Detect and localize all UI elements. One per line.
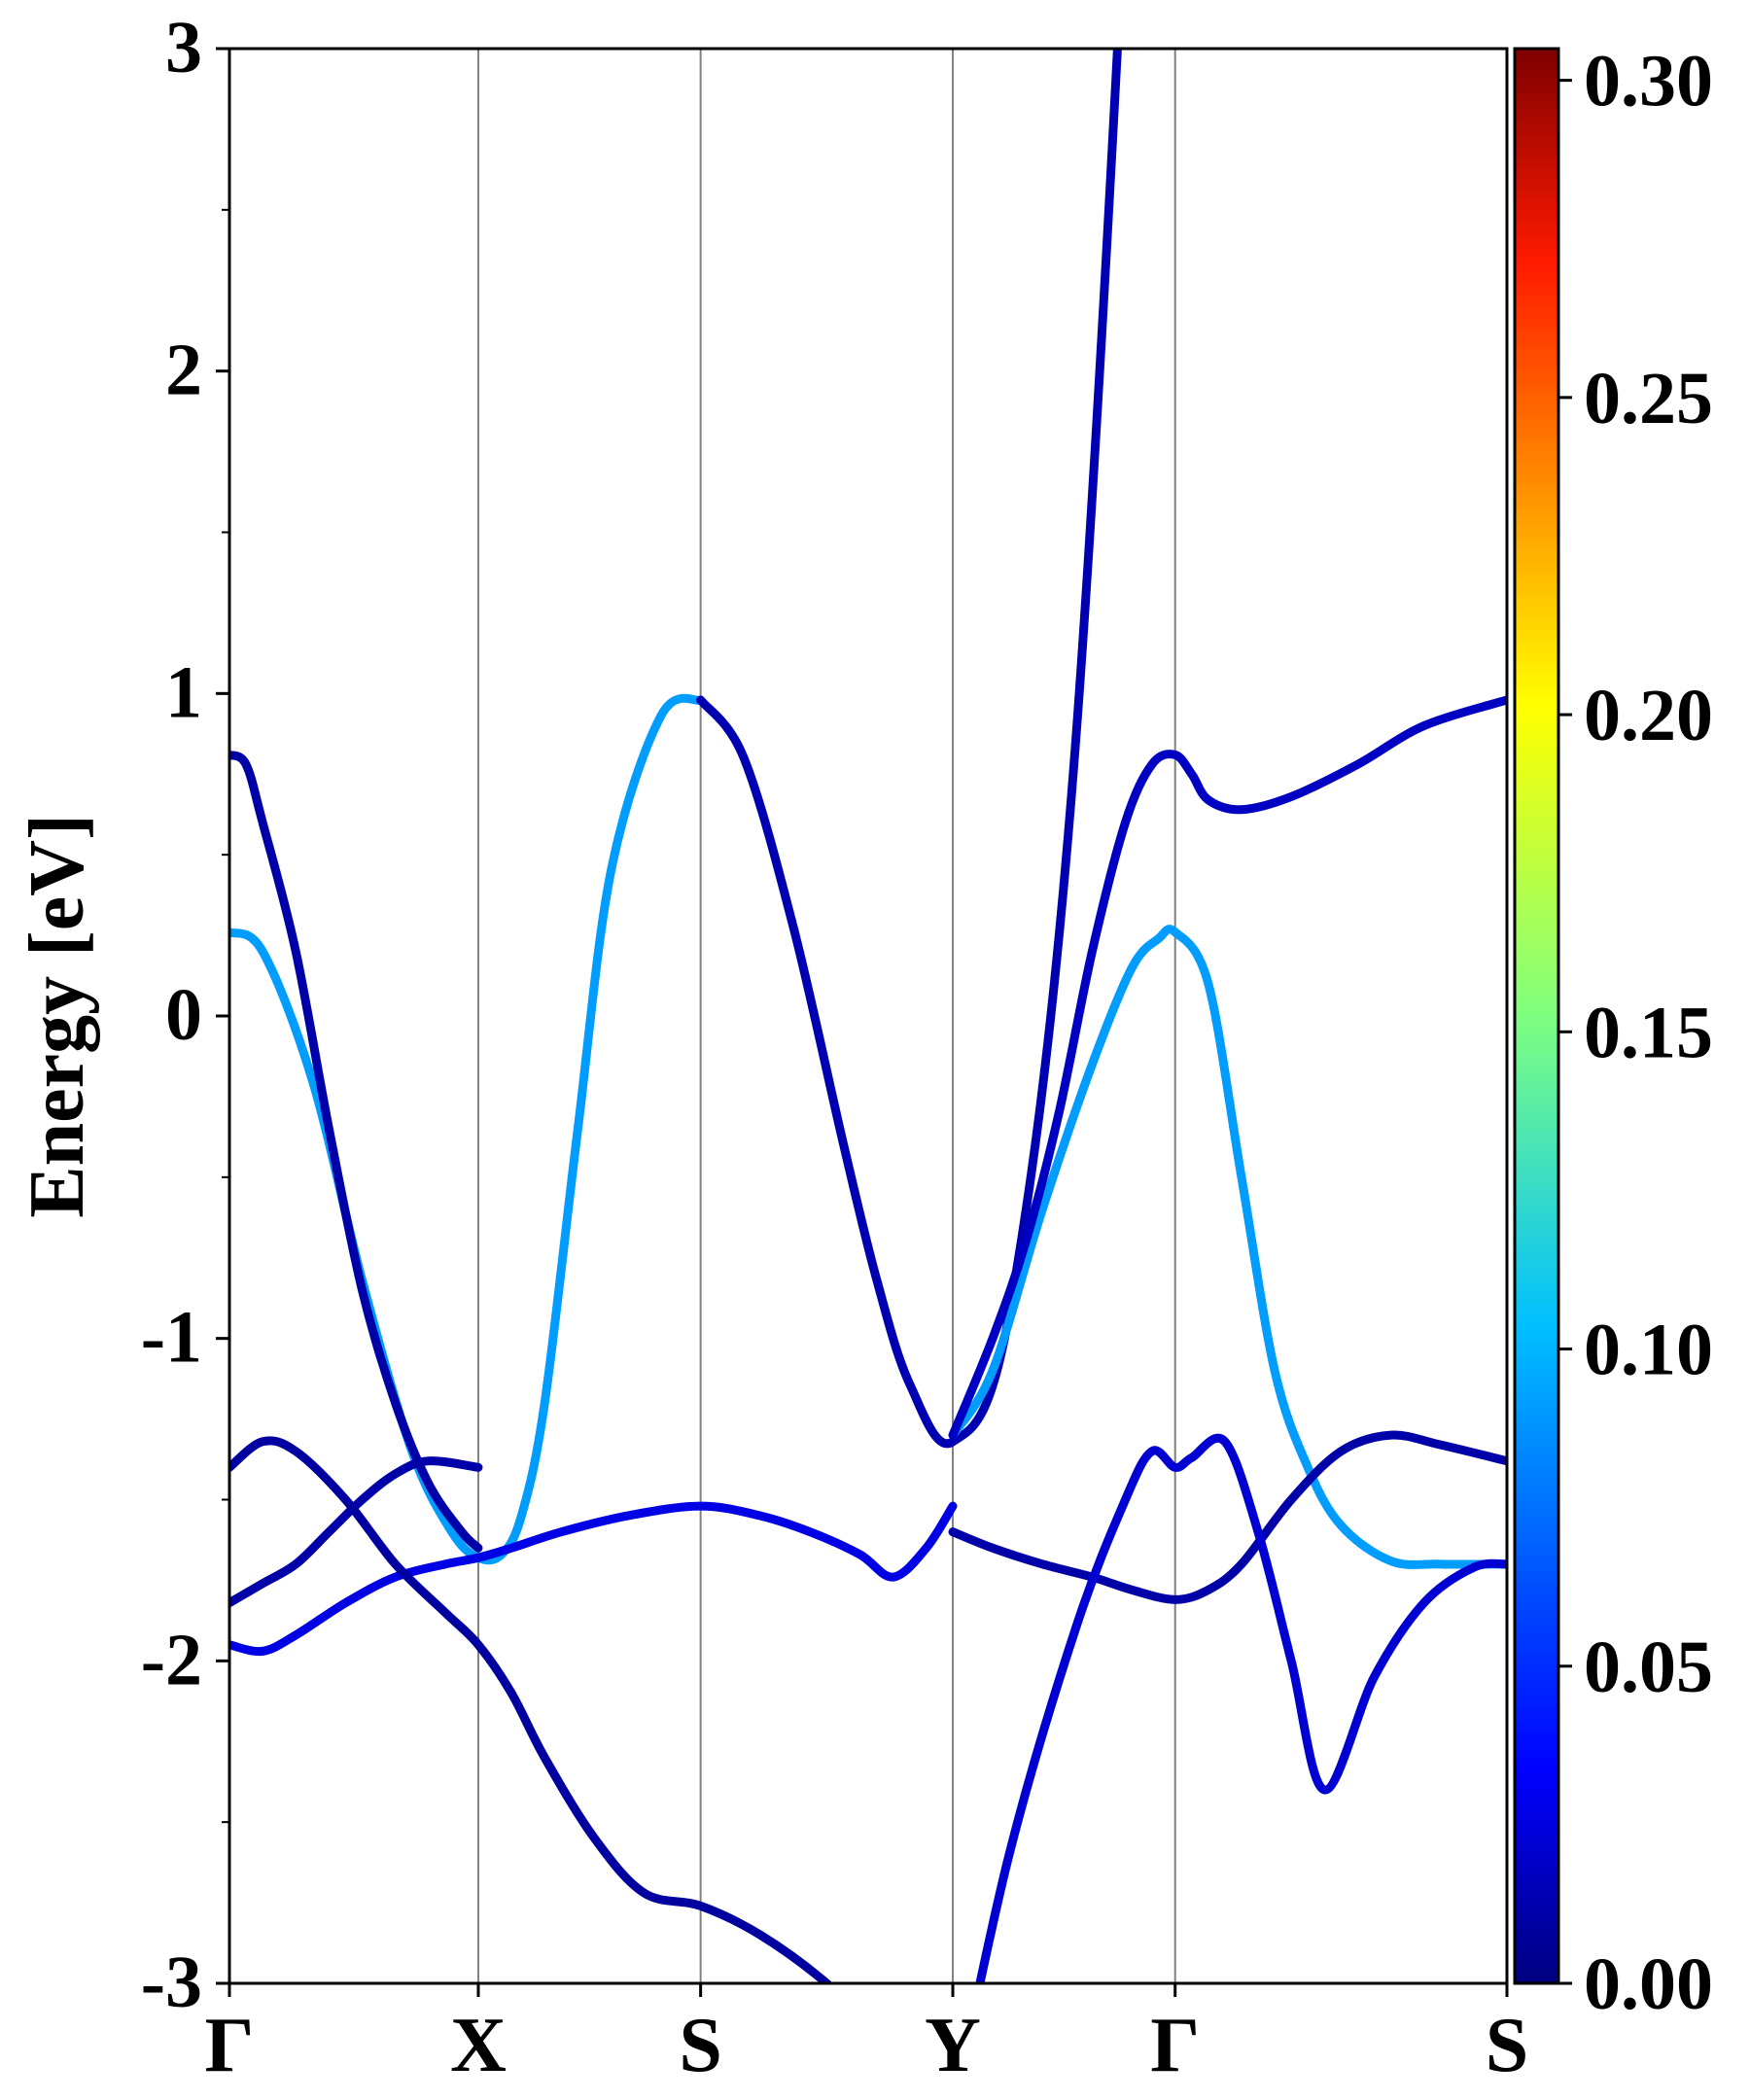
band-line	[229, 1501, 958, 1657]
colorbar-tick-label: 0.00	[1584, 1943, 1713, 2025]
band-line	[229, 1436, 834, 1983]
high-symmetry-lines	[476, 49, 1176, 1983]
band-line	[975, 1433, 1507, 1983]
band-line	[696, 49, 1122, 1449]
colorbar-tick-label: 0.15	[1584, 992, 1713, 1073]
y-tick-label: 3	[165, 7, 202, 88]
band-line	[948, 1430, 1507, 1604]
band-line	[229, 1456, 483, 1608]
colorbar-axis: 0.00 0.05 0.10 0.15 0.20 0.25 0.30	[1558, 41, 1713, 2025]
colorbar-tick-label: 0.10	[1584, 1310, 1713, 1391]
x-tick-label: Y	[925, 2003, 981, 2088]
x-tick-label: Γ	[205, 2003, 255, 2088]
y-axis-title: Energy [eV]	[15, 814, 100, 1217]
colorbar-tick-label: 0.25	[1584, 358, 1713, 439]
colorbar-tick-label: 0.20	[1584, 675, 1713, 756]
x-tick-label: X	[450, 2003, 507, 2088]
band-lines	[229, 49, 1507, 1983]
band-line	[229, 750, 483, 1553]
band-line	[948, 925, 1507, 1569]
x-tick-label: S	[679, 2003, 722, 2088]
y-tick-label: -3	[141, 1942, 202, 2023]
x-tick-label: S	[1486, 2003, 1529, 2088]
y-tick-label: -1	[141, 1297, 202, 1379]
plot-frame	[228, 47, 1509, 1985]
x-tick-label: Γ	[1150, 2003, 1200, 2088]
y-tick-label: 2	[165, 330, 202, 411]
y-tick-label: 1	[165, 651, 202, 733]
colorbar-tick-label: 0.30	[1584, 41, 1713, 122]
y-tick-label: -2	[141, 1619, 202, 1700]
colorbar-tick-label: 0.05	[1584, 1627, 1713, 1708]
y-axis: 3 2 1 0 -1 -2 -3	[141, 7, 229, 2023]
band-line	[229, 693, 706, 1565]
band-line	[948, 695, 1507, 1440]
colorbar	[1513, 47, 1560, 1985]
y-tick-label: 0	[165, 974, 202, 1056]
